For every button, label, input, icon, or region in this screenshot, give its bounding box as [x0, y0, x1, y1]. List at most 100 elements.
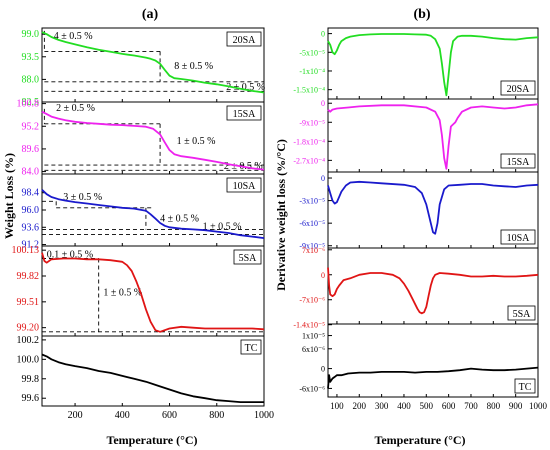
xlabel-b: Temperature (°C) — [374, 433, 465, 447]
subplot-name-box — [500, 153, 536, 169]
annotation-label: 0.1 ± 0.5 % — [47, 249, 93, 260]
y-tick-label: -6x10⁻⁶ — [299, 384, 325, 393]
subplot-name-tc: TC — [519, 382, 532, 393]
x-tick-label: 600 — [162, 410, 177, 421]
x-tick-label: 400 — [397, 401, 411, 411]
subplot-name-box — [226, 31, 262, 47]
subplot-name-5sa: 5SA — [239, 253, 258, 264]
y-tick-label: 0 — [321, 271, 325, 280]
annotation-label: 4 ± 0.5 % — [160, 214, 199, 225]
y-tick-label: 99.51 — [17, 297, 40, 308]
subplot-a-20sa: 99.0 93.5 88.0 82.5 4 ± 0.5 % 8 ± 0.5 % 2 ± 0.… — [22, 27, 265, 108]
subplot-a-15sa: 100.895.289.684.02 ± 0.5 %1 ± 0.5 %2 ± 0… — [17, 99, 265, 178]
subplot-name-15sa: 15SA — [233, 109, 257, 120]
subplot-a-10sa: 98.4 96.0 93.6 91.2 3 ± 0.5 % 4 ± 0.5 % 1 ± 0.… — [22, 173, 265, 251]
series-line-10sa — [41, 189, 265, 239]
subplot-b-15sa: 0 -9x10⁻⁵ -1.8x10⁻⁴ -2.7x10⁻⁴ 15SA — [293, 98, 539, 173]
y-tick-label: 89.6 — [22, 144, 40, 155]
subplot-name-20sa: 20SA — [507, 84, 531, 95]
y-tick-label: 95.2 — [22, 121, 40, 132]
y-tick-label: 6x10⁻⁶ — [302, 345, 325, 354]
y-tick-label: 0 — [321, 365, 325, 374]
y-tick-label: 98.4 — [22, 188, 40, 199]
subplot-name-box — [233, 249, 262, 265]
xlabel-a: Temperature (°C) — [106, 433, 197, 447]
subplot-name-15sa: 15SA — [507, 157, 531, 168]
y-tick-label: 100.2 — [17, 335, 40, 346]
y-tick-label: 1x10⁻⁵ — [302, 332, 325, 341]
x-tick-label: 100 — [330, 401, 344, 411]
y-tick-label: 99.0 — [22, 29, 40, 40]
y-tick-label: -1.8x10⁻⁴ — [293, 137, 325, 146]
subplot-name-tc: TC — [245, 343, 258, 354]
series-line-tc — [41, 353, 264, 404]
subplot-name-box — [226, 105, 262, 121]
y-tick-label: 7x10⁻⁶ — [302, 246, 325, 255]
annotation-label: 1 ± 0.5 % — [203, 222, 242, 233]
x-tick-label: 200 — [353, 401, 367, 411]
y-tick-label: -5x10⁻⁵ — [299, 48, 325, 57]
annotation-label: 1 ± 0.5 % — [103, 288, 142, 299]
subplot-name-20sa: 20SA — [233, 35, 257, 46]
subplot-b-20sa: 0 -5x10⁻⁵ -1x10⁻⁴ -1.5x10⁻⁴ 20SA — [293, 27, 539, 100]
series-line-20sa — [41, 31, 265, 94]
subplot-name-10sa: 10SA — [233, 181, 257, 192]
x-tick-label: 1000 — [529, 401, 548, 411]
y-tick-label: 93.5 — [22, 52, 40, 63]
series-line-5sa — [41, 252, 265, 333]
subplot-name-box — [507, 305, 536, 321]
y-tick-label: 99.8 — [22, 374, 40, 385]
series-line-10sa — [327, 180, 539, 235]
y-tick-label: 0 — [321, 174, 325, 183]
subplot-b-10sa: 0 -3x10⁻⁵ -6x10⁻⁵ -9x10⁻⁵ 10SA — [299, 171, 539, 251]
subplot-name-5sa: 5SA — [513, 309, 532, 320]
series-line-5sa — [327, 267, 539, 315]
x-tick-label: 700 — [464, 401, 478, 411]
subplot-b-tc: 1x10⁻⁵ 6x10⁻⁶ 0 -6x10⁻⁶ TC — [299, 323, 539, 398]
ylabel-b: Derivative weight loss (%/°C) — [274, 139, 288, 291]
subplot-b-5sa: 7x10⁻⁶ 0 -7x10⁻⁶ -1.4x10⁻⁵ 5SA — [293, 246, 539, 330]
series-line-tc — [327, 366, 539, 389]
x-tick-label: 400 — [115, 410, 130, 421]
y-tick-label: 84.0 — [22, 167, 40, 178]
series-line-15sa — [41, 110, 265, 171]
x-tick-label: 900 — [509, 401, 523, 411]
y-tick-label: 99.6 — [22, 393, 40, 404]
subplot-name-10sa: 10SA — [507, 233, 531, 244]
y-tick-label: 100.0 — [17, 354, 40, 365]
y-tick-label: 88.0 — [22, 74, 40, 85]
annotation-label: 3 ± 0.5 % — [63, 192, 102, 203]
y-tick-label: 100.8 — [17, 99, 40, 110]
plot-frame — [327, 247, 539, 325]
y-tick-label: 96.0 — [22, 205, 40, 216]
y-tick-label: 91.2 — [22, 240, 40, 251]
y-tick-label: -7x10⁻⁶ — [299, 296, 325, 305]
plot-frame — [41, 335, 265, 407]
y-tick-label: -1.4x10⁻⁵ — [293, 321, 325, 330]
subplot-name-box — [240, 339, 262, 355]
y-tick-label: 93.6 — [22, 222, 40, 233]
subplot-a-5sa: 100.13 99.82 99.51 99.20 0.1 ± 0.5 % 1 ± 0.5 … — [12, 245, 265, 337]
series-line-20sa — [327, 33, 539, 97]
y-tick-label: -1.5x10⁻⁴ — [293, 86, 325, 95]
x-tick-label: 1000 — [254, 410, 274, 421]
y-tick-label: 0 — [321, 30, 325, 39]
annotation-label: 4 ± 0.5 % — [54, 31, 93, 42]
y-tick-label: -9x10⁻⁵ — [299, 242, 325, 251]
ylabel-a: Weight Loss (%) — [2, 153, 16, 239]
annotation-label: 1 ± 0.5 % — [177, 136, 216, 147]
x-tick-label: 800 — [209, 410, 224, 421]
series-line-15sa — [327, 103, 539, 170]
panel-label-b: (b) — [413, 7, 430, 22]
x-tick-label: 800 — [487, 401, 501, 411]
plot-frame — [327, 323, 539, 398]
y-tick-label: -2.7x10⁻⁴ — [293, 156, 325, 165]
subplot-name-box — [514, 378, 536, 394]
annotation-label: 8 ± 0.5 % — [174, 61, 213, 72]
y-tick-label: 100.13 — [12, 245, 40, 256]
subplot-a-tc: 100.2 100.0 99.8 99.6 TC — [17, 335, 265, 407]
y-tick-label: -6x10⁻⁵ — [299, 219, 325, 228]
y-tick-label: 0 — [321, 99, 325, 108]
x-tick-label: 600 — [442, 401, 456, 411]
